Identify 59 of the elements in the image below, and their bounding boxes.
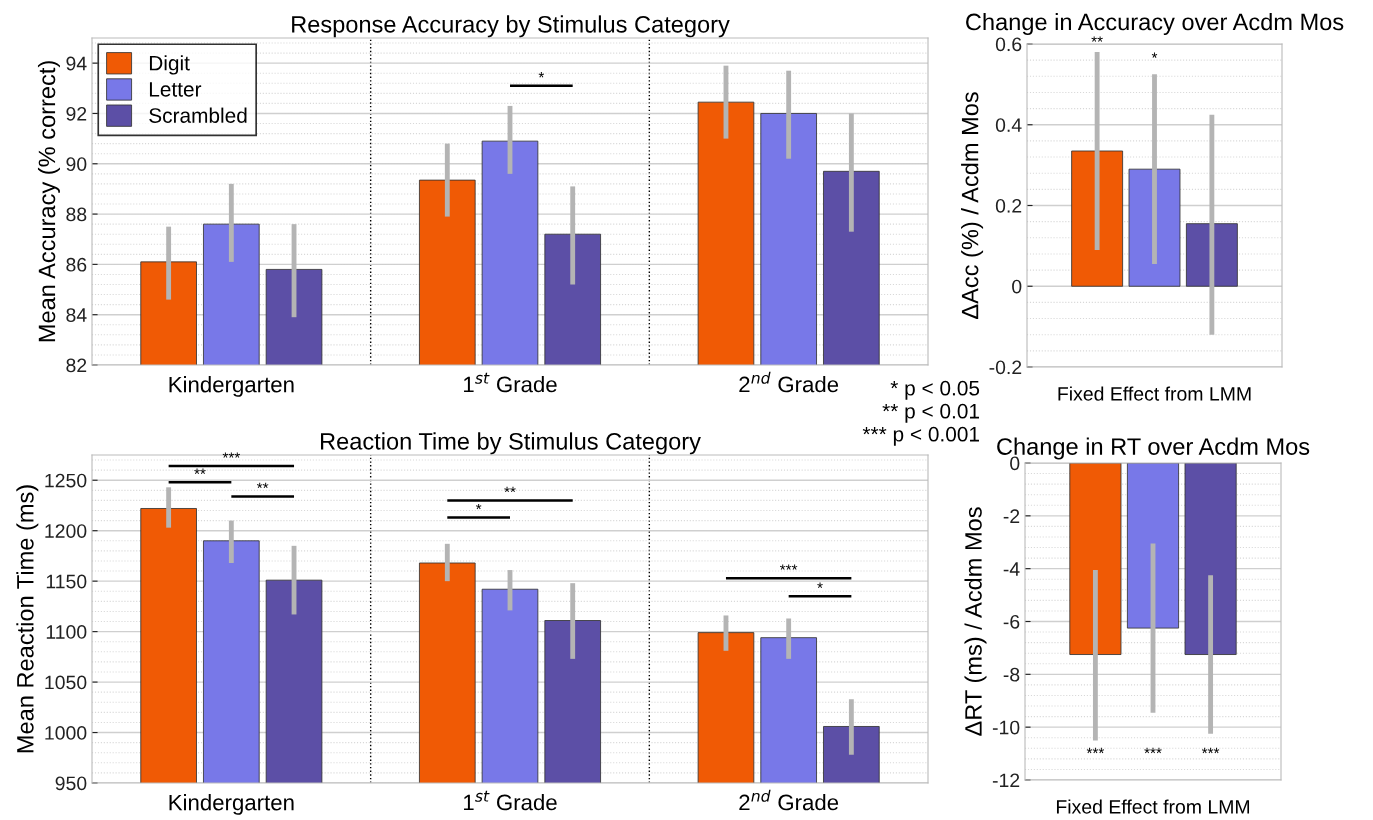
annotation: **	[256, 482, 269, 489]
y-tick-label: 1250	[45, 473, 87, 488]
y-tick-label: 1050	[45, 675, 87, 690]
y-tick-label: 92	[66, 106, 87, 121]
chart-title: Response Accuracy by Stimulus Category	[292, 15, 730, 38]
text: ** p < 0.01	[882, 403, 979, 423]
y-axis-title: Mean Accuracy (% correct)	[37, 61, 60, 342]
annotation: ***	[1086, 747, 1105, 754]
x-axis-title: Fixed Effect from LMM	[1056, 799, 1250, 814]
annotation: ***	[1144, 747, 1162, 754]
legend-label: Letter	[149, 82, 202, 97]
annotation: ***	[1201, 747, 1220, 754]
annotation: ***	[779, 564, 798, 570]
y-tick-label: 0.6	[995, 37, 1022, 52]
annotation: **	[504, 486, 516, 493]
chart-title: Change in Accuracy over Acdm Mos	[966, 13, 1344, 36]
y-axis-title: Mean Reaction Time (ms)	[16, 485, 39, 753]
x-axis-title: Fixed Effect from LMM	[1058, 386, 1251, 401]
y-tick-label: 86	[66, 257, 87, 272]
y-tick-label: -6	[1003, 614, 1020, 629]
x-tick-label: 1$^{st}$ Grade	[464, 372, 557, 393]
annotation: ***	[222, 452, 241, 458]
x-tick-label: 1$^{st}$ Grade	[464, 790, 557, 811]
legend-label: Scrambled	[149, 107, 247, 123]
y-tick-label: -0.2	[989, 360, 1022, 375]
y-axis-title: ΔRT (ms) / Acdm Mos	[964, 507, 987, 736]
x-tick-label: 2$^{nd}$ Grade	[739, 371, 839, 393]
annotation: *	[538, 72, 545, 78]
y-tick-label: 1000	[45, 726, 87, 740]
y-tick-label: 0.4	[995, 118, 1022, 132]
y-tick-label: 82	[66, 358, 87, 373]
annotation: *	[1151, 52, 1158, 58]
y-tick-label: 1150	[46, 574, 87, 589]
y-tick-label: 950	[55, 776, 87, 791]
annotation: *	[817, 582, 823, 588]
y-tick-label: 1200	[45, 524, 87, 538]
y-tick-label: 90	[66, 157, 87, 172]
y-tick-label: 0.2	[995, 198, 1022, 213]
y-tick-label: 1100	[46, 625, 87, 639]
y-tick-label: 94	[66, 56, 87, 71]
y-tick-label: -10	[992, 720, 1020, 735]
text: **	[1091, 36, 1103, 42]
x-tick-label: Kindergarten	[169, 794, 294, 815]
y-tick-label: -8	[1003, 667, 1020, 682]
y-tick-label: 88	[66, 207, 87, 222]
text: * p < 0.05	[890, 380, 980, 400]
text: *** p < 0.001	[862, 426, 979, 446]
chart-title: Reaction Time by Stimulus Category	[321, 432, 701, 455]
x-tick-label: Kindergarten	[169, 376, 294, 397]
y-tick-label: -12	[992, 773, 1020, 788]
legend-label: Digit	[149, 55, 190, 75]
y-tick-label: 84	[66, 308, 87, 322]
annotation: *	[475, 503, 482, 510]
y-tick-label: -2	[1003, 509, 1020, 523]
y-tick-label: -4	[1003, 562, 1020, 576]
x-tick-label: 2$^{nd}$ Grade	[739, 789, 839, 811]
annotation: **	[194, 468, 206, 474]
y-tick-label: 0	[1012, 279, 1022, 294]
y-axis-title: ΔAcc (%) / Acdm Mos	[961, 92, 984, 319]
